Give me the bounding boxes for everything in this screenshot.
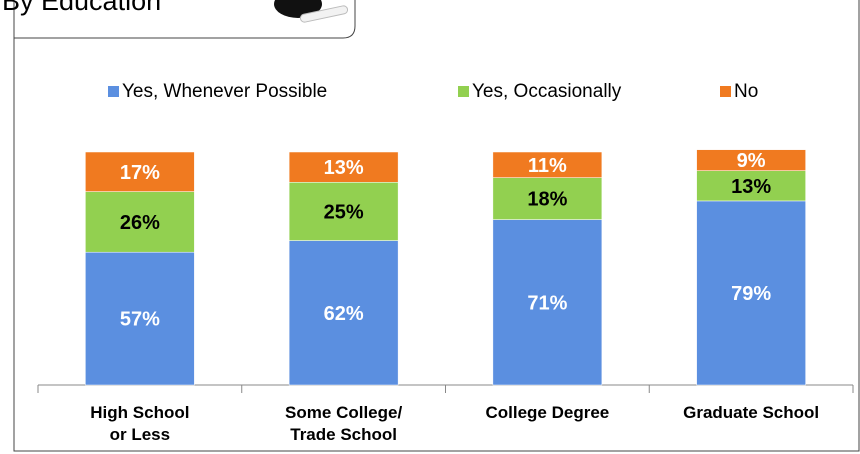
value-label: 79% xyxy=(731,283,771,305)
chart-title: By Education xyxy=(2,0,161,16)
bar-segment xyxy=(85,251,195,386)
bar-segment xyxy=(288,151,399,183)
x-tick-label: College Degree xyxy=(485,403,609,422)
bar-segment xyxy=(492,177,603,220)
cap-icon xyxy=(274,0,349,23)
x-tick-label: High School or Less xyxy=(90,403,189,444)
legend-label: Yes, Occasionally xyxy=(472,81,622,102)
legend-swatch xyxy=(108,86,119,97)
value-label: 13% xyxy=(731,176,771,198)
value-label: 9% xyxy=(737,150,766,172)
value-label: 17% xyxy=(120,162,160,184)
bar-segment xyxy=(85,191,195,253)
bar-segment xyxy=(492,219,603,386)
bar-segment xyxy=(696,200,806,386)
value-label: 57% xyxy=(120,309,160,331)
value-label: 18% xyxy=(527,189,567,211)
x-tick-label: Graduate School xyxy=(683,403,819,422)
value-label: 26% xyxy=(120,212,160,234)
title-box xyxy=(13,0,356,39)
legend-label: No xyxy=(734,81,758,102)
legend-label: Yes, Whenever Possible xyxy=(122,81,327,102)
legend-swatch xyxy=(458,86,469,97)
value-label: 71% xyxy=(527,292,567,314)
bar-segment xyxy=(696,170,806,202)
bar-segment xyxy=(288,240,399,386)
value-label: 11% xyxy=(528,155,567,177)
bar-segment xyxy=(85,151,195,192)
value-label: 62% xyxy=(324,303,364,325)
bar-segment xyxy=(492,151,603,178)
value-label: 13% xyxy=(324,157,364,179)
bar-segment xyxy=(696,149,806,171)
x-tick-label: Some College/Trade School xyxy=(285,403,402,444)
value-label: 25% xyxy=(324,201,364,223)
legend-swatch xyxy=(720,86,731,97)
bar-segment xyxy=(288,182,399,241)
